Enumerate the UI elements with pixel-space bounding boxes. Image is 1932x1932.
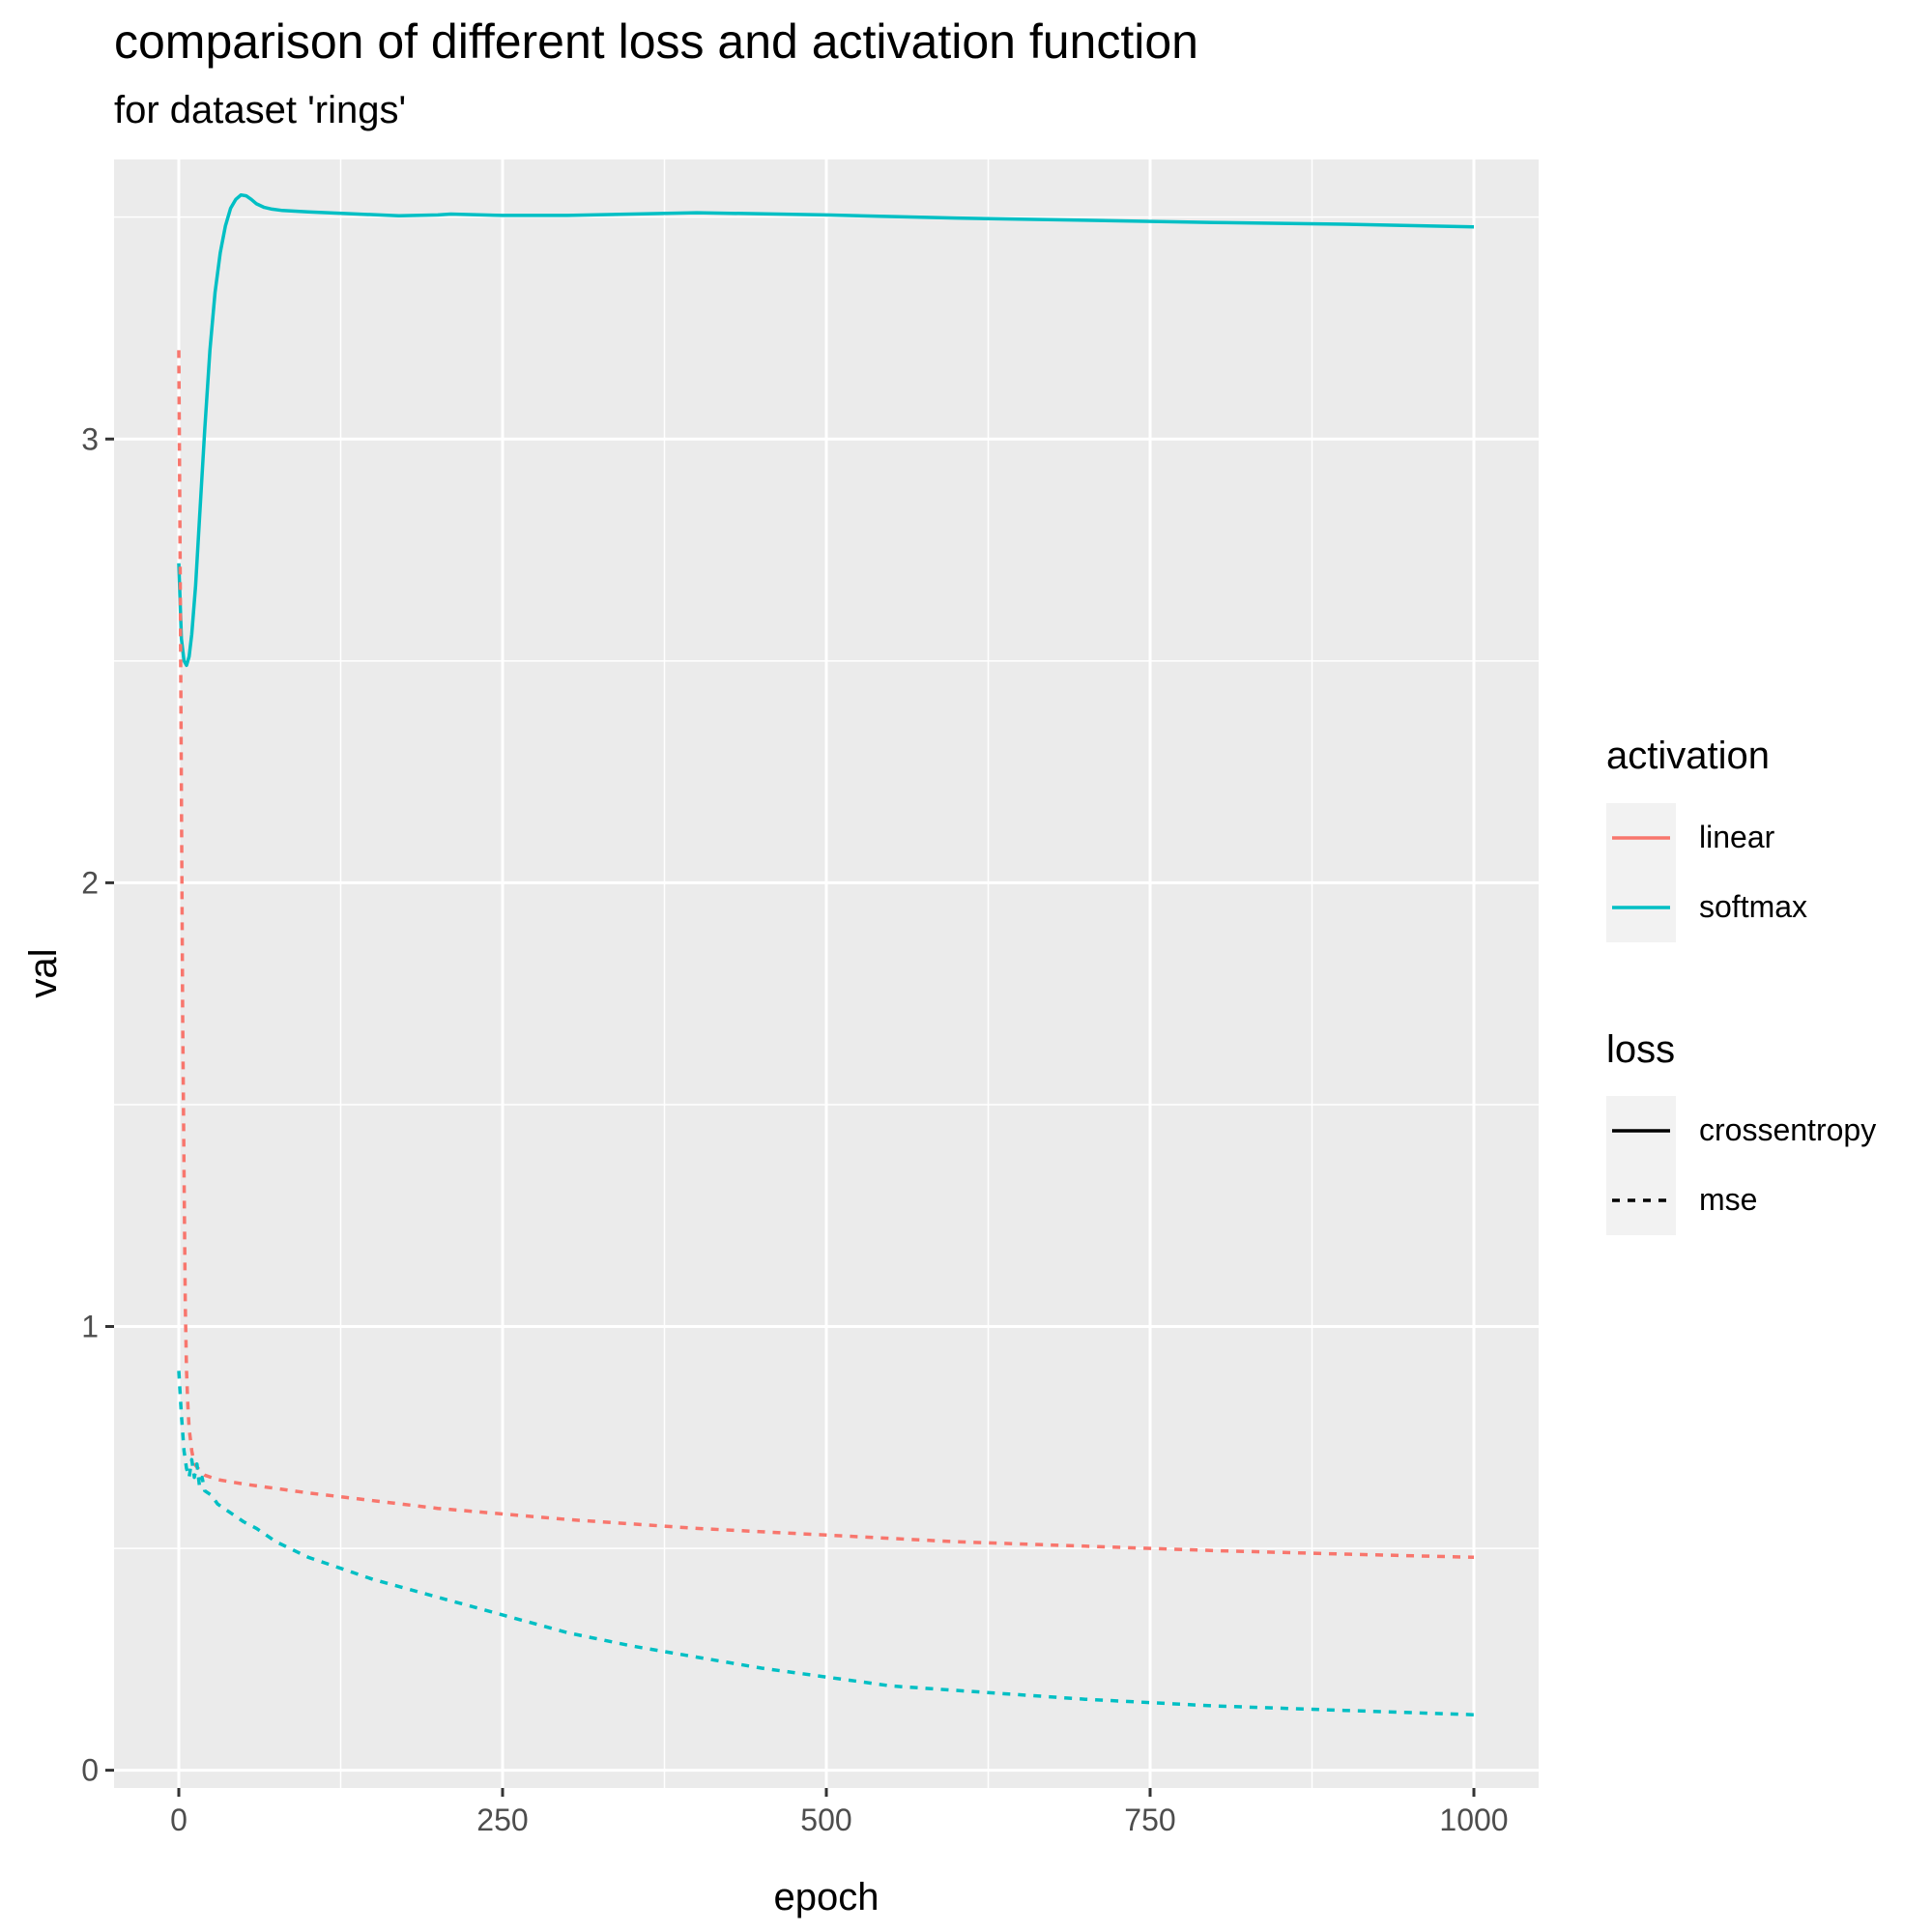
legend-title-loss: loss bbox=[1606, 1028, 1676, 1071]
legend-key-mse bbox=[1606, 1166, 1676, 1235]
x-tick-label: 0 bbox=[170, 1802, 187, 1837]
y-axis-label: val bbox=[22, 948, 65, 997]
axes-layer: 0 250 500 750 1000 0 1 2 3 bbox=[81, 421, 1508, 1837]
series-layer bbox=[177, 192, 1475, 1716]
series-line-linear-mse bbox=[177, 350, 1475, 1560]
legend-key-linear bbox=[1606, 803, 1676, 873]
legend-key-softmax bbox=[1606, 873, 1676, 942]
legend-label-mse: mse bbox=[1699, 1182, 1758, 1217]
x-tick-label: 500 bbox=[800, 1802, 851, 1837]
grid-major bbox=[114, 159, 1539, 1788]
legend-title-activation: activation bbox=[1606, 735, 1770, 777]
chart-subtitle: for dataset 'rings' bbox=[114, 89, 407, 131]
legend-key-crossentropy bbox=[1606, 1096, 1676, 1166]
y-tick-label: 3 bbox=[81, 421, 99, 456]
y-tick-label: 0 bbox=[81, 1753, 99, 1788]
legend-label-crossentropy: crossentropy bbox=[1699, 1112, 1877, 1147]
legend-label-softmax: softmax bbox=[1699, 889, 1808, 924]
x-tick-label: 250 bbox=[476, 1802, 528, 1837]
y-tick-label: 1 bbox=[81, 1310, 99, 1344]
y-tick-label: 2 bbox=[81, 865, 99, 900]
x-tick-label: 750 bbox=[1124, 1802, 1175, 1837]
series-line-softmax-crossentropy bbox=[177, 192, 1475, 668]
chart-title: comparison of different loss and activat… bbox=[114, 14, 1198, 69]
legend-label-linear: linear bbox=[1699, 820, 1775, 854]
x-axis-label: epoch bbox=[774, 1876, 879, 1918]
x-tick-label: 1000 bbox=[1439, 1802, 1508, 1837]
